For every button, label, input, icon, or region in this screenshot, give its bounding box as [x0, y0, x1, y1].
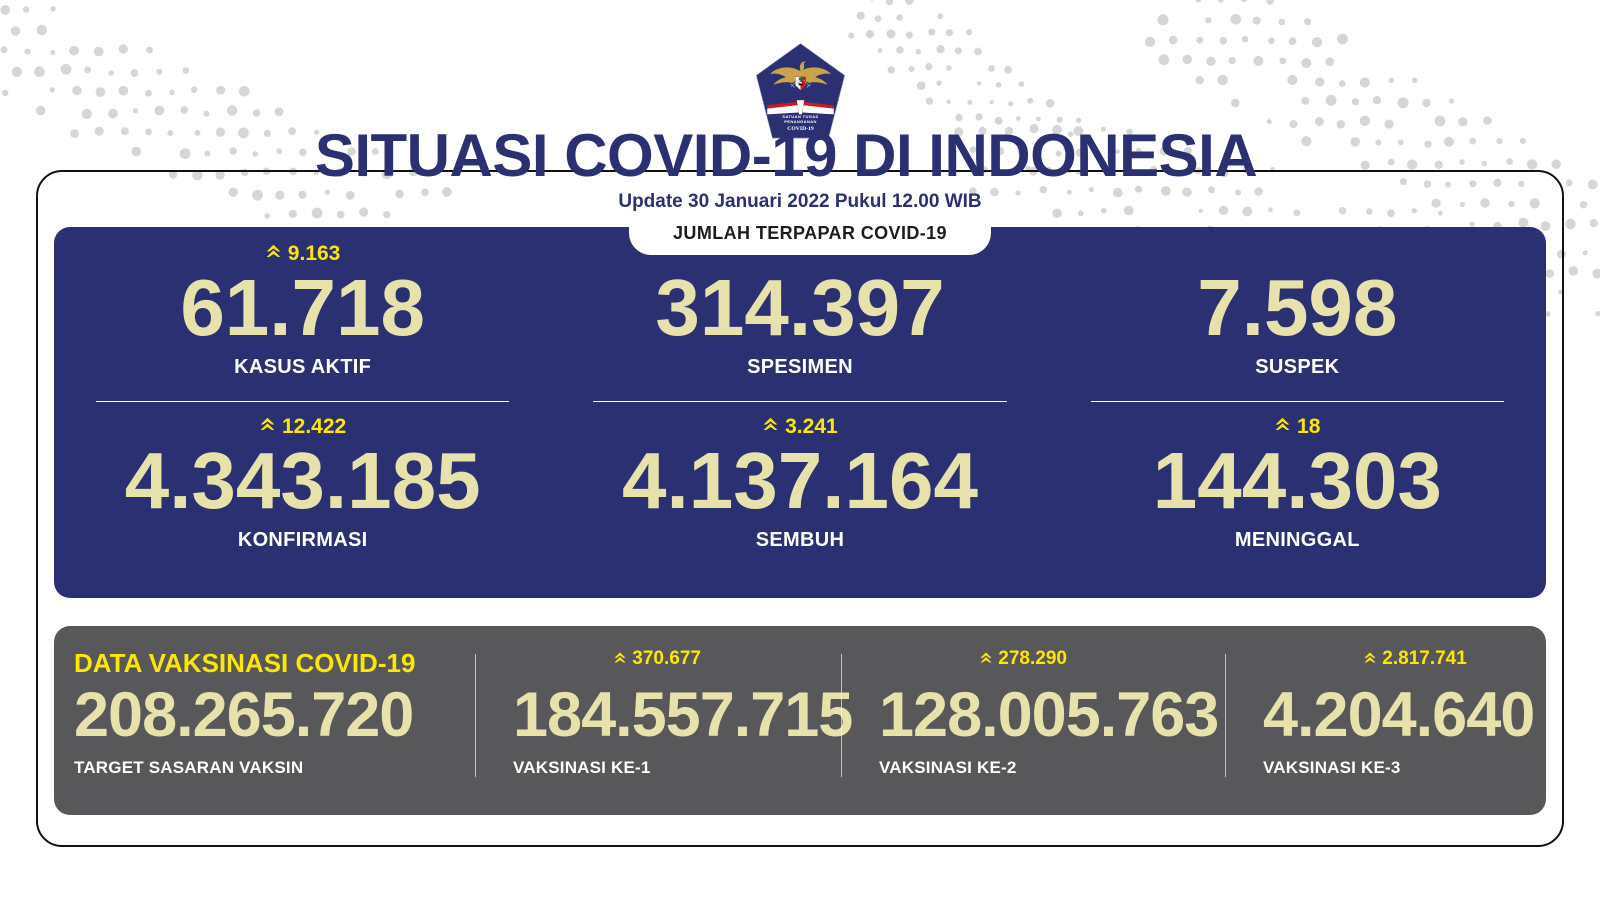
svg-text:SATUAN TUGAS: SATUAN TUGAS [782, 114, 818, 119]
